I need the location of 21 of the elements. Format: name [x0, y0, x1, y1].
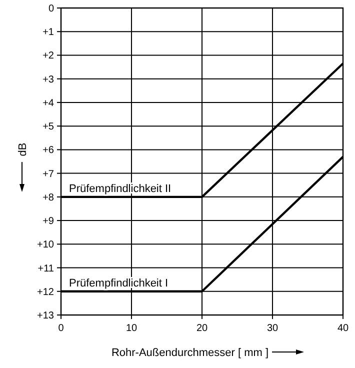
y-tick-label: +2	[42, 50, 54, 62]
x-tick-label: 40	[337, 323, 349, 334]
y-tick-label: +3	[42, 74, 54, 86]
y-tick-label: +1	[42, 27, 54, 38]
y-tick-label: +9	[42, 216, 54, 228]
y-tick-label: +10	[37, 240, 54, 251]
x-tick-label: 10	[126, 323, 138, 334]
y-tick-label: +4	[42, 98, 54, 109]
y-tick-label: +8	[42, 192, 54, 204]
y-axis-title: dB	[17, 142, 29, 156]
y-tick-label: +5	[42, 122, 54, 133]
y-tick-label: +11	[38, 263, 54, 274]
y-tick-label: +7	[42, 168, 54, 180]
y-tick-label: +13	[37, 310, 54, 322]
x-axis-title: Rohr-Außendurchmesser [ mm ]	[111, 347, 269, 359]
x-tick-label: 20	[196, 323, 208, 334]
x-tick-label: 0	[58, 323, 64, 334]
y-tick-label: +12	[37, 286, 54, 298]
y-tick-label: 0	[48, 4, 54, 14]
x-tick-label: 30	[266, 323, 278, 334]
y-tick-label: +6	[42, 145, 54, 156]
